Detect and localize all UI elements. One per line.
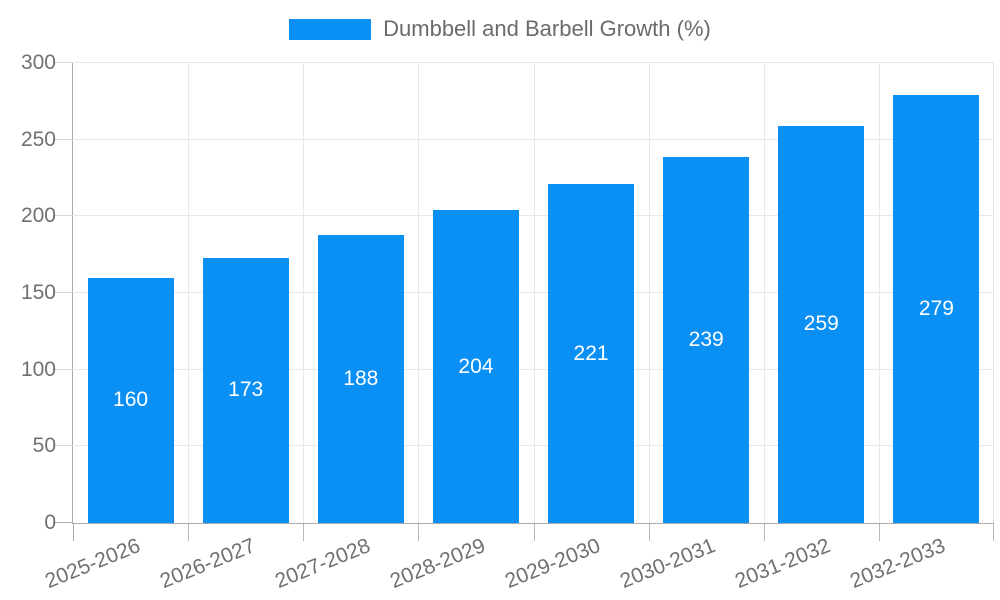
x-axis-tick [303,524,304,541]
bar-value-label: 221 [573,341,609,365]
bar[interactable]: 279 [893,95,980,523]
y-axis-tick [53,522,73,523]
y-axis-tick [53,215,73,217]
y-axis-label: 0 [44,511,56,534]
x-axis-tick [418,524,419,541]
bar-value-label: 239 [688,327,724,351]
gridline-vertical [993,63,994,523]
bar-value-label: 259 [803,312,839,336]
x-axis-tick [764,524,765,541]
x-axis-tick [534,524,535,541]
legend-swatch-icon [289,18,372,40]
bar-value-label: 279 [918,297,954,321]
bar[interactable]: 188 [317,234,404,523]
legend-item[interactable]: Dumbbell and Barbell Growth (%) [289,16,711,42]
y-axis-tick [53,62,73,63]
gridline-horizontal [73,138,994,140]
bar[interactable]: 160 [87,277,174,523]
bar[interactable]: 259 [778,125,865,523]
gridline-horizontal [73,292,994,293]
y-axis-label: 300 [20,51,56,74]
gridline-vertical [764,63,765,523]
y-axis-label: 100 [20,357,56,381]
y-axis-label: 200 [20,204,56,228]
plot-area: 160 173 188 204 221 239 259 279 [72,62,994,524]
gridline-horizontal [73,215,994,217]
y-axis-label: 50 [32,434,56,458]
bar[interactable]: 239 [663,156,750,523]
gridline-vertical [534,63,535,523]
gridline-horizontal [73,445,994,447]
bar-value-label: 188 [343,366,379,390]
y-axis-label: 250 [20,127,56,151]
x-axis-tick [649,524,650,541]
bar[interactable]: 221 [548,184,635,523]
x-axis-tick [188,524,189,541]
gridline-horizontal [73,62,994,63]
y-axis-tick [53,138,73,140]
y-axis-tick [53,445,73,447]
bar-value-label: 160 [113,388,149,412]
y-axis-tick [53,292,73,293]
x-axis-tick [73,524,74,541]
x-axis-tick [879,524,880,541]
gridline-vertical [649,63,650,523]
y-axis-tick [53,368,73,370]
bar[interactable]: 204 [432,210,519,523]
legend: Dumbbell and Barbell Growth (%) [0,16,1000,42]
gridline-horizontal [73,368,994,370]
bar-value-label: 204 [458,354,494,378]
legend-label: Dumbbell and Barbell Growth (%) [383,16,711,41]
x-axis-tick [993,524,994,541]
y-axis-label: 150 [20,281,56,304]
gridline-vertical [418,63,419,523]
gridline-vertical [879,63,880,523]
bar-value-label: 173 [228,378,264,402]
gridline-vertical [188,63,189,523]
gridline-vertical [303,63,304,523]
bar[interactable]: 173 [202,257,289,523]
